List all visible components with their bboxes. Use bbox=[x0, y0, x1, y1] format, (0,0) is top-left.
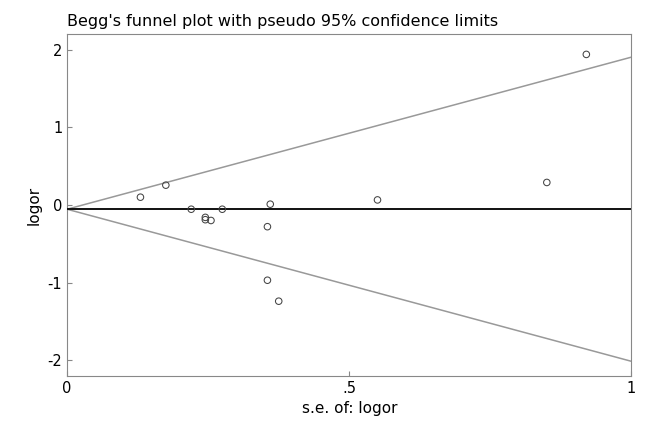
Point bbox=[161, 182, 171, 189]
Point bbox=[217, 206, 228, 213]
Point bbox=[262, 277, 272, 284]
Point bbox=[186, 206, 196, 213]
Point bbox=[265, 201, 276, 208]
Point bbox=[135, 194, 146, 201]
Point bbox=[274, 298, 284, 304]
X-axis label: s.e. of: logor: s.e. of: logor bbox=[302, 401, 397, 416]
Point bbox=[200, 214, 211, 221]
Point bbox=[581, 51, 592, 58]
Point bbox=[541, 179, 552, 186]
Point bbox=[262, 223, 272, 230]
Point bbox=[206, 217, 216, 224]
Point bbox=[200, 216, 211, 223]
Point bbox=[372, 197, 383, 203]
Text: Begg's funnel plot with pseudo 95% confidence limits: Begg's funnel plot with pseudo 95% confi… bbox=[67, 14, 498, 29]
Y-axis label: logor: logor bbox=[27, 185, 42, 224]
